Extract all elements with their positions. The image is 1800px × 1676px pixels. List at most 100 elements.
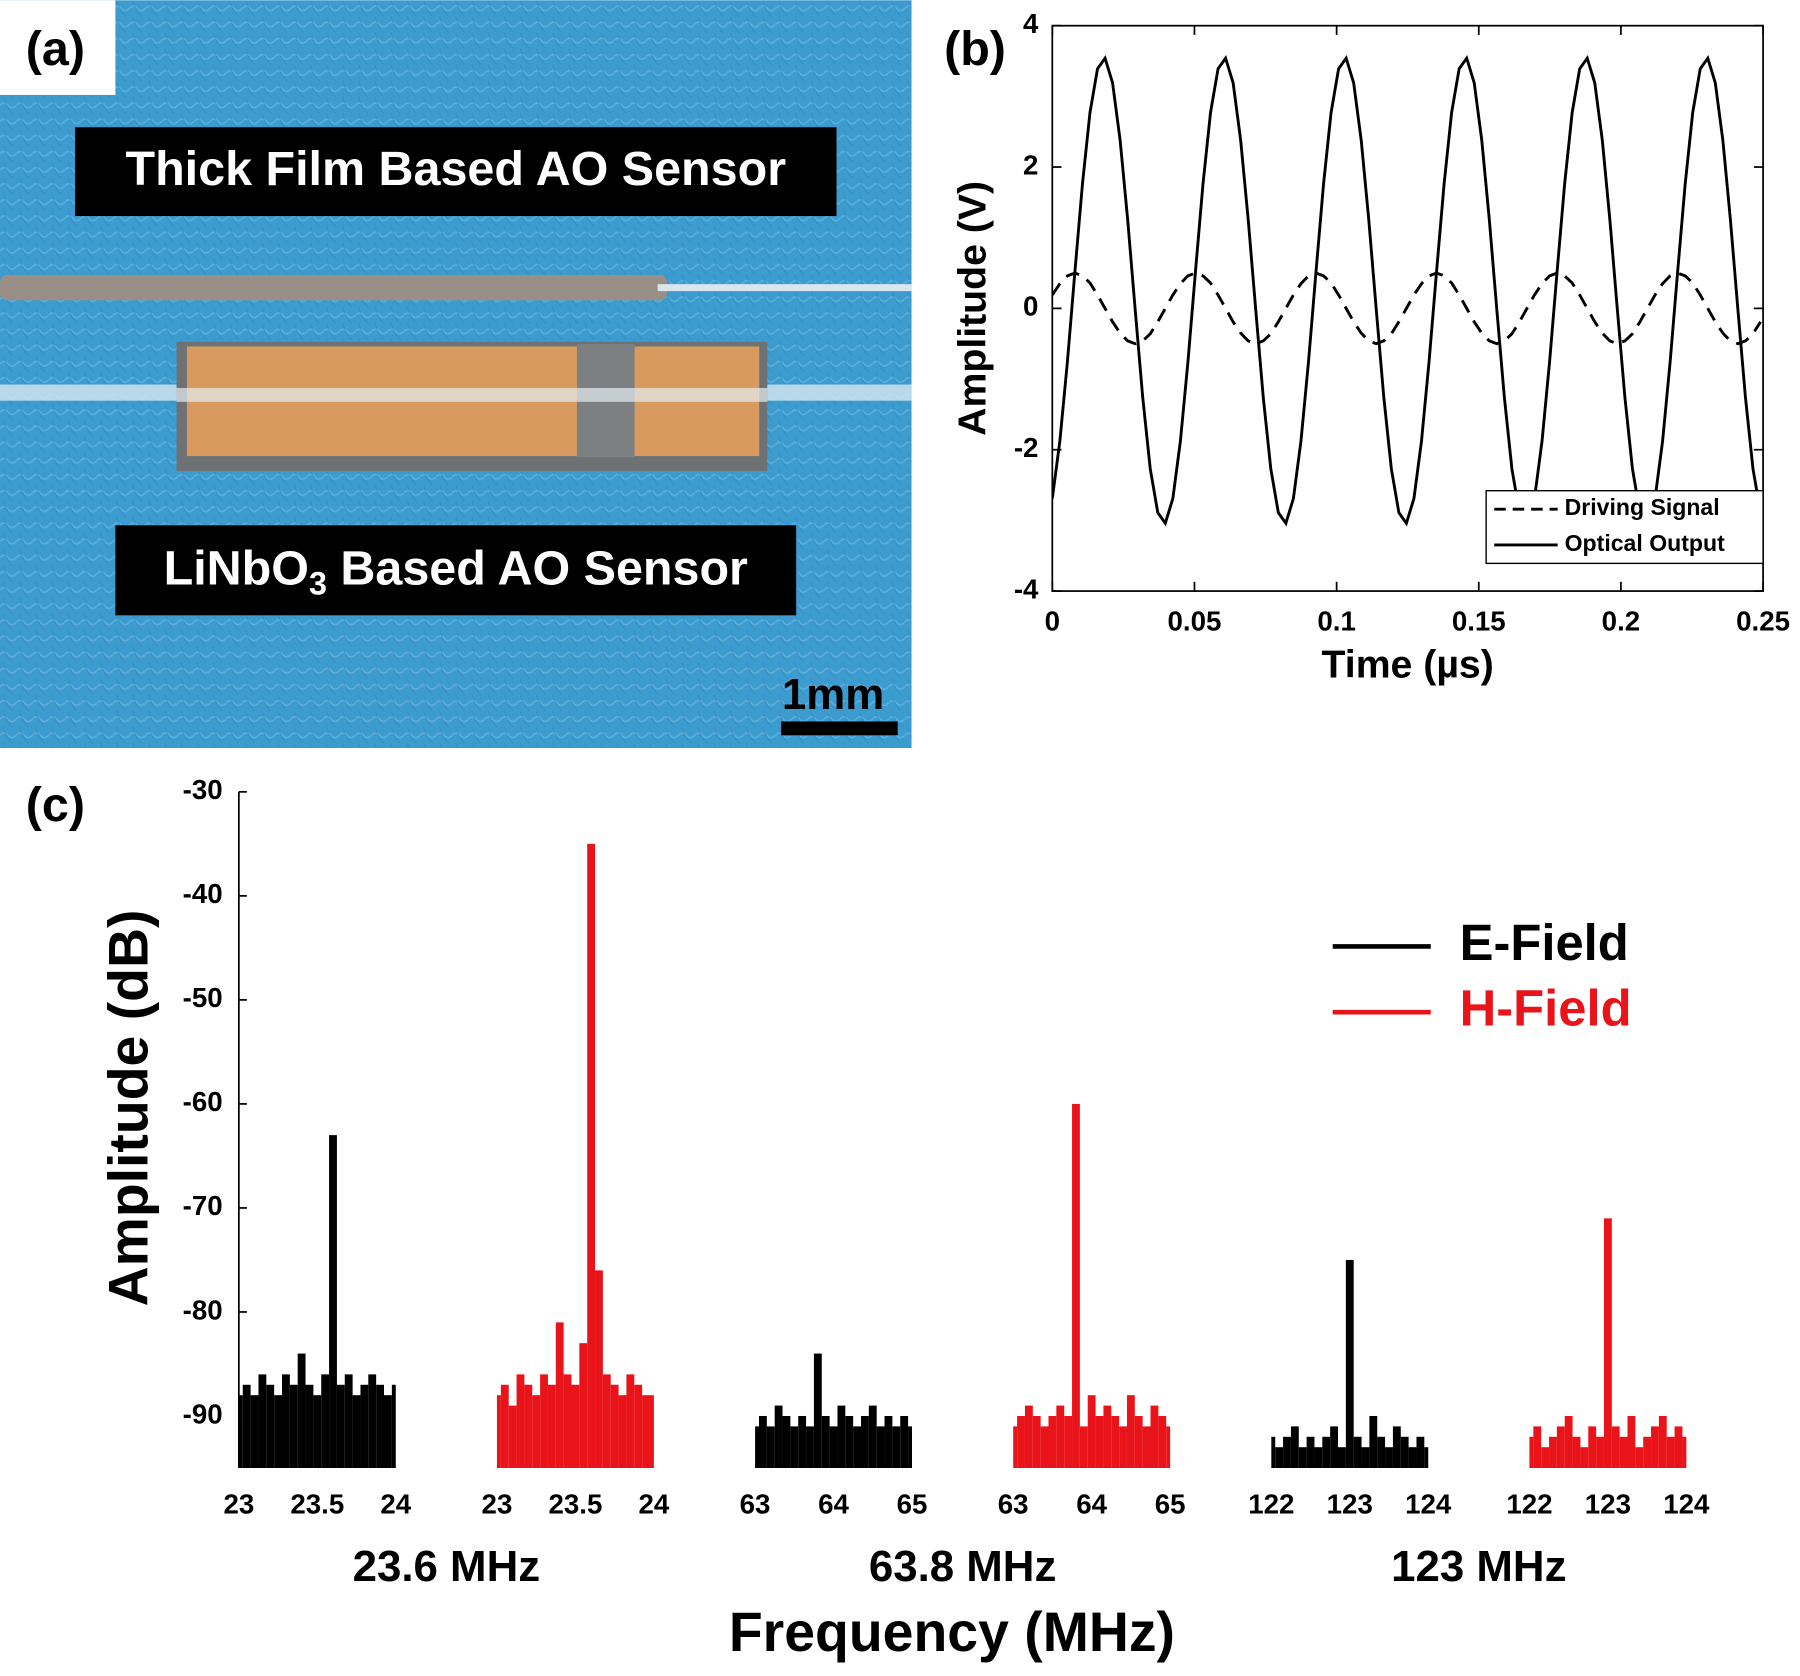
y-tick-label: 4 bbox=[1023, 8, 1039, 39]
spectrum-bar bbox=[610, 1384, 619, 1468]
spectrum-bar bbox=[1064, 1415, 1073, 1468]
spectrum-bar bbox=[516, 1374, 525, 1468]
group-label: 23.6 MHz bbox=[353, 1542, 541, 1591]
spectrum-bar bbox=[297, 1353, 306, 1468]
spectrum-bar bbox=[1032, 1415, 1041, 1468]
label-box bbox=[0, 0, 116, 95]
spectrum-bar bbox=[238, 1395, 243, 1468]
spectrum-bar bbox=[1166, 1426, 1171, 1468]
spectrum-bar bbox=[1048, 1415, 1057, 1468]
spectrum-bar bbox=[540, 1374, 548, 1468]
spectrum-bar bbox=[1541, 1447, 1550, 1468]
spectrum-bar bbox=[1580, 1447, 1589, 1468]
spectrum-bar bbox=[813, 1353, 822, 1468]
panel-label: (a) bbox=[26, 22, 85, 76]
label-subscript: 3 bbox=[309, 565, 327, 601]
spectrum-bar bbox=[1298, 1447, 1307, 1468]
spectrum-bar bbox=[782, 1415, 791, 1468]
spectrum-bar bbox=[1150, 1405, 1159, 1468]
spectrum-bar bbox=[1408, 1447, 1417, 1468]
x-tick-label: 23 bbox=[482, 1488, 513, 1519]
spectrum-bar bbox=[759, 1415, 767, 1468]
x-tick-label: 0 bbox=[1045, 606, 1060, 637]
spectrum-bar bbox=[368, 1374, 377, 1468]
legend-label: E-Field bbox=[1460, 914, 1629, 971]
panel-label: (b) bbox=[944, 22, 1006, 76]
spectrum-bar bbox=[1619, 1436, 1628, 1468]
spectrum-bar bbox=[1682, 1436, 1687, 1468]
spectrum-bar bbox=[1024, 1405, 1033, 1468]
spectrum-bar bbox=[571, 1384, 580, 1468]
x-tick-label: 123 bbox=[1327, 1488, 1373, 1519]
x-tick-label: 65 bbox=[1155, 1488, 1186, 1519]
spectrum-bar bbox=[1658, 1415, 1667, 1468]
spectrum-bar bbox=[755, 1426, 760, 1468]
spectrum-bar bbox=[1588, 1426, 1597, 1468]
x-axis-label: Time (µs) bbox=[1322, 643, 1494, 687]
spectrum-bar bbox=[1674, 1426, 1683, 1468]
spectrum-bar bbox=[853, 1426, 861, 1468]
spectrum-bar bbox=[876, 1426, 885, 1468]
spectrum-bar bbox=[595, 1270, 603, 1468]
spectrum-bar bbox=[1385, 1447, 1393, 1468]
spectrum-bar bbox=[634, 1384, 643, 1468]
spectrum-bar bbox=[1392, 1426, 1401, 1468]
spectrum-bar bbox=[547, 1384, 556, 1468]
spectrum-bar bbox=[579, 1343, 588, 1468]
x-tick-label: 64 bbox=[1076, 1488, 1107, 1519]
spectrum-bar bbox=[508, 1405, 517, 1468]
spectrum-bar bbox=[1603, 1218, 1612, 1468]
spectrum-bar bbox=[868, 1405, 877, 1468]
x-tick-label: 123 bbox=[1585, 1488, 1631, 1519]
y-tick-label: -40 bbox=[183, 878, 223, 909]
x-axis-label: Frequency (MHz) bbox=[729, 1601, 1175, 1663]
spectrum-bar bbox=[313, 1395, 322, 1468]
y-tick-label: -70 bbox=[183, 1190, 223, 1221]
spectrum-bar bbox=[1271, 1436, 1276, 1468]
spectrum-bar bbox=[1596, 1436, 1604, 1468]
y-axis-label: Amplitude (dB) bbox=[97, 910, 159, 1307]
spectrum-bar bbox=[1611, 1426, 1620, 1468]
spectrum-bar bbox=[563, 1374, 572, 1468]
spectrum-bar bbox=[766, 1426, 775, 1468]
x-tick-label: 124 bbox=[1663, 1488, 1710, 1519]
spectrum-bar bbox=[642, 1395, 650, 1468]
y-tick-label: -60 bbox=[183, 1086, 223, 1117]
spectrum-bar bbox=[1283, 1436, 1291, 1468]
spectrum-bar bbox=[1087, 1395, 1096, 1468]
label-box bbox=[115, 525, 797, 616]
spectrum-bar bbox=[1056, 1405, 1065, 1468]
x-tick-label: 24 bbox=[638, 1488, 669, 1519]
waveguide bbox=[176, 388, 768, 402]
y-tick-label: 0 bbox=[1023, 291, 1038, 322]
spectrum-bar bbox=[1126, 1395, 1135, 1468]
spectrum-bar bbox=[1666, 1436, 1675, 1468]
spectrum-bar bbox=[1369, 1415, 1378, 1468]
spectrum-bar bbox=[618, 1395, 627, 1468]
x-tick-label: 64 bbox=[818, 1488, 849, 1519]
x-tick-label: 63 bbox=[998, 1488, 1029, 1519]
y-tick-label: -30 bbox=[183, 774, 223, 805]
y-tick-label: -80 bbox=[183, 1294, 223, 1325]
spectrum-bar bbox=[1651, 1426, 1659, 1468]
spectrum-bar bbox=[1306, 1436, 1315, 1468]
spectrum-bar bbox=[360, 1384, 369, 1468]
spectrum-bar bbox=[1314, 1447, 1323, 1468]
spectrum-bar bbox=[1416, 1436, 1425, 1468]
x-tick-label: 0.25 bbox=[1736, 606, 1790, 637]
spectrum-bar bbox=[806, 1426, 814, 1468]
y-tick-label: -50 bbox=[183, 982, 223, 1013]
spectrum-bar bbox=[1103, 1405, 1112, 1468]
spectrum-bar bbox=[1377, 1436, 1386, 1468]
spectrum-bar bbox=[1635, 1447, 1644, 1468]
spectrum-bar bbox=[587, 843, 596, 1468]
spectrum-bar bbox=[329, 1135, 337, 1468]
spectrum-bar bbox=[1338, 1447, 1346, 1468]
spectrum-bar bbox=[1275, 1447, 1284, 1468]
spectrum-bar bbox=[1111, 1415, 1120, 1468]
spectrum-bar bbox=[1572, 1436, 1581, 1468]
spectrum-bar bbox=[274, 1395, 282, 1468]
spectrum-bar bbox=[384, 1395, 392, 1468]
spectrum-bar bbox=[1564, 1415, 1573, 1468]
spectrum-bar bbox=[1079, 1426, 1088, 1468]
